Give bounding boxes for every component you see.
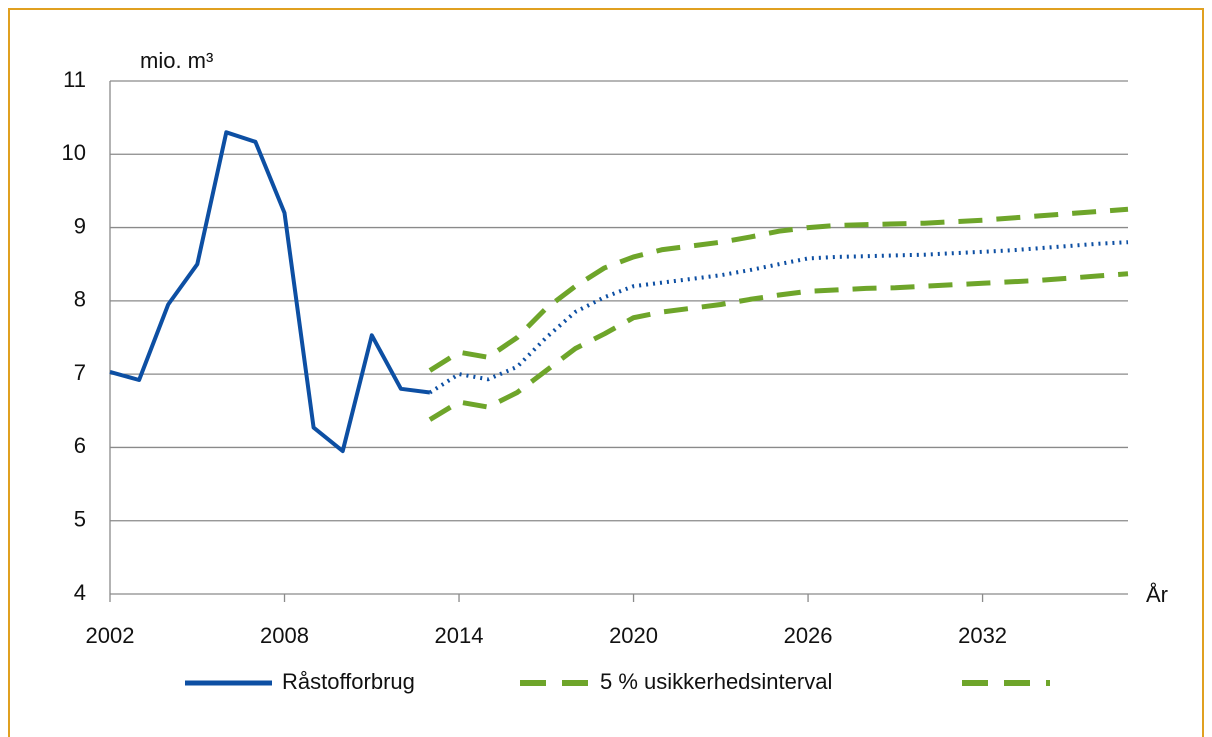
series-line [109,130,431,454]
x-axis-label: År [1146,582,1168,607]
y-tick-label: 10 [62,140,86,165]
x-tick-label: 2002 [86,623,135,648]
y-tick-label: 5 [74,507,86,532]
legend-label: 5 % usikkerhedsinterval [600,669,832,694]
x-tick-label: 2008 [260,623,309,648]
x-tick-label: 2020 [609,623,658,648]
series-line [428,206,1129,373]
series-line [428,271,1129,422]
x-tick-label: 2032 [958,623,1007,648]
y-tick-label: 4 [74,580,86,605]
series-line [428,240,1129,395]
y-tick-label: 9 [74,213,86,238]
frame [8,8,1204,737]
legend-label: Råstofforbrug [282,669,415,694]
x-tick-label: 2026 [784,623,833,648]
y-tick-label: 8 [74,287,86,312]
y-tick-label: 6 [74,433,86,458]
x-tick-label: 2014 [435,623,484,648]
y-unit-label: mio. m³ [140,48,213,73]
y-tick-label: 7 [74,360,86,385]
y-tick-label: 11 [63,67,86,92]
